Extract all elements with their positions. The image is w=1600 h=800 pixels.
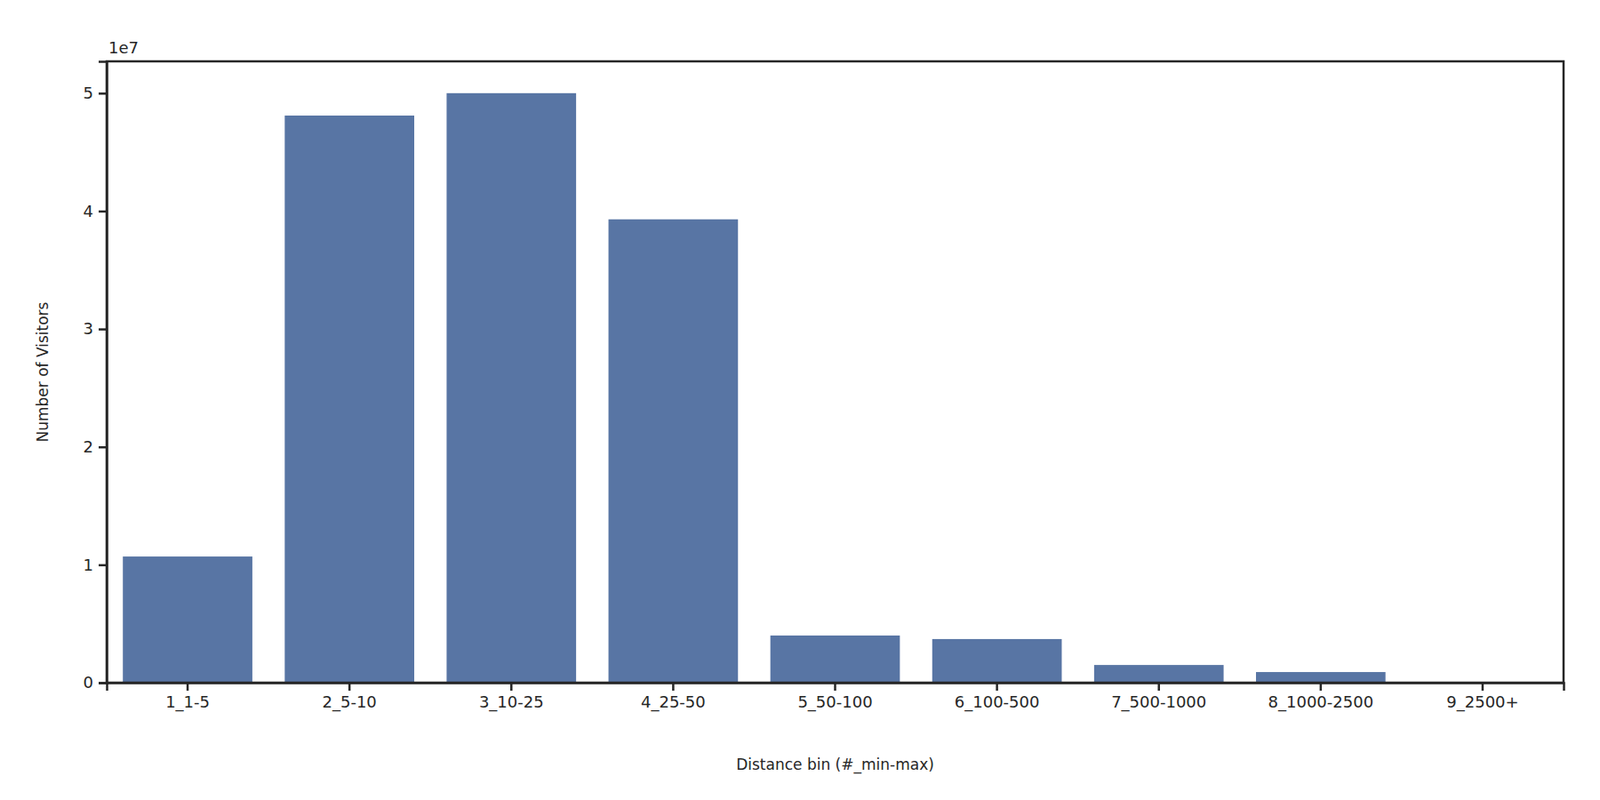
- bar: [284, 115, 415, 683]
- x-tick-label: 4_25-50: [640, 692, 706, 712]
- plot-frame: [106, 61, 1564, 683]
- bar: [1094, 664, 1224, 683]
- x-tick: 2_5-10: [322, 682, 377, 712]
- axis-offset-label: 1e7: [108, 38, 139, 57]
- x-axis-line: [107, 683, 1565, 692]
- bar: [1256, 672, 1386, 683]
- x-axis-title: Distance bin (#_min-max): [736, 755, 935, 775]
- x-tick-label: 8_1000-2500: [1268, 692, 1375, 712]
- y-tick-mark: [98, 328, 107, 331]
- x-tick-mark: [510, 682, 513, 691]
- x-tick-mark: [348, 682, 352, 691]
- x-tick-mark: [833, 682, 837, 691]
- y-tick-label: 3: [83, 319, 94, 338]
- plot-area: 1_1-5 2_5-10 3_10-25 4_25-50 5_50-100 6_100-5…: [83, 61, 1565, 712]
- y-tick-label: 0: [83, 672, 94, 692]
- x-tick-label: 9_2500+: [1446, 692, 1519, 712]
- y-axis: 0 1 2 3 4 5: [83, 62, 108, 693]
- x-tick-mark: [1157, 682, 1160, 691]
- x-tick-label: 6_100-500: [954, 692, 1040, 712]
- bar: [446, 93, 576, 683]
- x-tick-label: 3_10-25: [479, 692, 544, 712]
- y-tick-label: 2: [83, 437, 94, 456]
- y-tick: 1: [83, 555, 107, 575]
- x-tick-mark: [186, 682, 190, 691]
- chart: 1_1-5 2_5-10 3_10-25 4_25-50 5_50-100 6_100-5…: [0, 0, 1600, 800]
- x-tick: 5_50-100: [797, 682, 872, 712]
- x-tick-label: 5_50-100: [797, 692, 872, 712]
- x-tick-label: 1_1-5: [165, 692, 210, 712]
- y-tick-mark: [98, 681, 107, 685]
- x-tick-mark: [1320, 682, 1323, 691]
- x-tick-label: 7_500-1000: [1111, 692, 1207, 712]
- x-axis: 1_1-5 2_5-10 3_10-25 4_25-50 5_50-100 6_100-5…: [107, 682, 1565, 712]
- y-tick: 5: [83, 83, 107, 103]
- x-tick-mark: [672, 682, 675, 691]
- bar: [122, 556, 253, 683]
- x-tick: 7_500-1000: [1111, 682, 1207, 712]
- y-axis-title: Number of Visitors: [33, 301, 52, 442]
- y-tick-mark: [98, 564, 107, 568]
- bars: [122, 93, 1548, 683]
- x-tick-label: 2_5-10: [322, 692, 377, 712]
- x-tick: 9_2500+: [1446, 682, 1519, 712]
- y-tick-label: 1: [83, 555, 94, 575]
- y-tick-label: 5: [83, 83, 94, 103]
- y-tick: 3: [83, 319, 107, 338]
- y-tick-mark: [98, 92, 107, 96]
- y-tick: 4: [83, 201, 107, 221]
- y-tick-mark: [98, 210, 107, 214]
- y-tick: 0: [83, 672, 107, 692]
- x-tick: 8_1000-2500: [1268, 682, 1375, 712]
- bar: [608, 219, 739, 683]
- x-tick: 1_1-5: [165, 682, 210, 712]
- y-tick: 2: [83, 437, 107, 456]
- x-tick: 4_25-50: [640, 682, 706, 712]
- y-tick-label: 4: [83, 201, 94, 221]
- bar: [770, 635, 901, 683]
- x-tick: 3_10-25: [479, 682, 544, 712]
- x-tick: 6_100-500: [954, 682, 1040, 712]
- bar: [932, 639, 1063, 683]
- x-tick-mark: [995, 682, 999, 691]
- y-tick-mark: [98, 446, 107, 449]
- x-tick-mark: [1481, 682, 1485, 691]
